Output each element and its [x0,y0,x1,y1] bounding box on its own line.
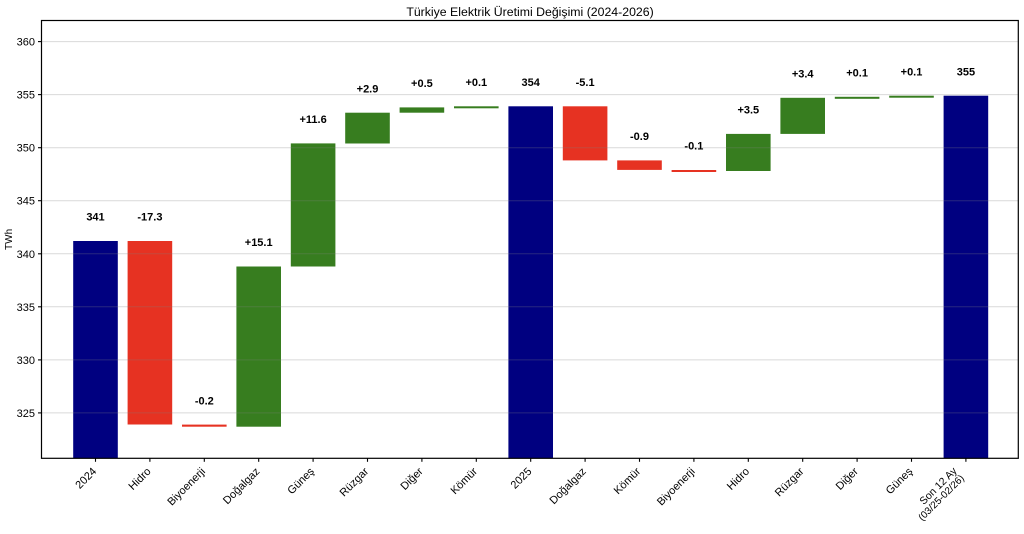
svg-text:-5.1: -5.1 [576,77,595,89]
svg-text:355: 355 [17,90,35,102]
svg-text:+0.1: +0.1 [465,77,487,89]
svg-text:+2.9: +2.9 [357,83,379,95]
svg-text:+0.1: +0.1 [846,68,868,80]
svg-text:+3.4: +3.4 [792,69,815,81]
svg-text:-17.3: -17.3 [137,212,162,224]
svg-text:Türkiye Elektrik Üretimi Değiş: Türkiye Elektrik Üretimi Değişimi (2024-… [406,5,653,19]
svg-text:+0.5: +0.5 [411,78,433,90]
svg-text:340: 340 [17,249,35,261]
svg-text:354: 354 [522,77,541,89]
svg-text:345: 345 [17,196,35,208]
svg-text:+0.1: +0.1 [901,66,923,78]
svg-text:341: 341 [86,212,104,224]
svg-text:+11.6: +11.6 [299,114,326,126]
svg-text:-0.9: -0.9 [630,131,649,143]
svg-text:-0.2: -0.2 [195,395,214,407]
svg-text:TWh: TWh [4,229,15,250]
svg-text:+3.5: +3.5 [737,105,759,117]
svg-text:335: 335 [17,302,35,314]
svg-text:-0.1: -0.1 [684,141,703,153]
svg-text:+15.1: +15.1 [245,237,273,249]
svg-text:350: 350 [17,143,35,155]
svg-text:325: 325 [17,408,35,420]
svg-text:355: 355 [957,66,975,78]
svg-text:360: 360 [17,37,35,49]
svg-text:330: 330 [17,355,35,367]
